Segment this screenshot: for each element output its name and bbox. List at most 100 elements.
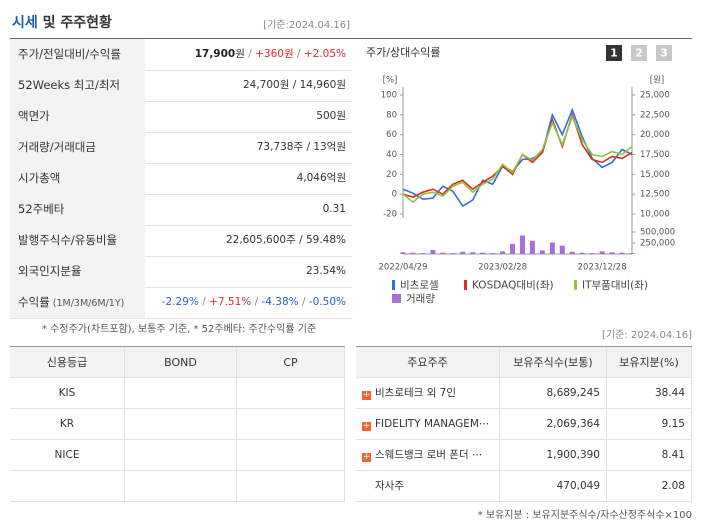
table-row: 수익률 (1M/3M/6M/1Y) -2.29% / +7.51% / -4.38… — [10, 287, 352, 319]
cell-text: 9.15 — [661, 418, 685, 430]
label-text: 52주베타 — [18, 202, 65, 216]
row-value: -2.29% / +7.51% / -4.38% / -0.50% — [162, 287, 346, 318]
volume-bar — [609, 252, 615, 254]
value-part: / — [293, 48, 304, 60]
title: 시세 및 주주현황 — [12, 12, 112, 32]
holder-table: 주요주주 보유주식수(보통) 보유지분(%) + 비츠로테크 외 7인 8,689,245… — [356, 346, 692, 504]
cell: 470,049 — [500, 471, 607, 502]
holder-note: * 보유지분 : 보유지분주식수/자수산정주식수×100 — [477, 510, 692, 521]
x-tick-label: 2023/12/28 — [578, 263, 627, 273]
value-part: 4,046억원 — [296, 172, 346, 184]
label-text: 주가/전일대비/수익률 — [18, 47, 121, 61]
y-tick-label: 100 — [381, 91, 397, 101]
y2-tick-label: 15,000 — [640, 170, 670, 180]
volume-bar — [430, 250, 436, 254]
value-part: / — [298, 296, 309, 308]
table-row: 액면가 500원 — [10, 101, 352, 133]
legend-label: 거래량 — [406, 293, 435, 305]
row-value: 23.54% — [306, 256, 346, 287]
chart-title: 주가/상대수익률 — [366, 46, 441, 59]
header-cell: CP — [237, 347, 345, 378]
label-text: 액면가 — [18, 109, 50, 123]
cell — [125, 440, 237, 471]
title-rest: 및 주주현황 — [37, 15, 112, 31]
cell — [237, 409, 345, 440]
volume-bar — [420, 253, 426, 254]
cell: 9.15 — [607, 409, 692, 440]
x-tick-label: 2023/02/28 — [478, 263, 527, 273]
legend-label: IT부품대비(좌) — [582, 280, 648, 292]
tab-button[interactable] — [606, 45, 622, 61]
cell: 2.08 — [607, 471, 692, 502]
row-label: 52주베타 — [10, 194, 145, 225]
table-row: 52Weeks 최고/최저 24,700원 / 14,960원 — [10, 70, 352, 102]
volume-bar — [510, 243, 516, 254]
cell: KR — [10, 409, 125, 440]
tab-button[interactable] — [631, 45, 647, 61]
header-cell: 보유주식수(보통) — [500, 347, 607, 378]
y2-tick-label: 20,000 — [640, 130, 670, 140]
volume-bar — [599, 251, 605, 254]
value-part: 0.31 — [322, 203, 346, 215]
expand-icon: + — [362, 452, 371, 462]
volume-bar — [619, 252, 625, 254]
row-value: 4,046억원 — [297, 163, 346, 194]
y2-tick-label: 25,000 — [640, 91, 670, 101]
cell: 1,900,390 — [500, 440, 607, 471]
label-text: 시가총액 — [18, 171, 61, 185]
cell-text: 비츠로테크 외 7인 — [375, 387, 456, 399]
line — [402, 114, 633, 204]
table-row: 외국인지분율 23.54% — [10, 256, 352, 288]
cell: 8,689,245 — [500, 378, 607, 409]
note: * 수정주가(차트포함), 보통주 기준, * 52주베타: 주간수익률 기준 — [42, 324, 317, 335]
header-cell: 주요주주 — [356, 347, 500, 378]
cell-text: 38.44 — [654, 387, 685, 399]
value-part: 500원 — [316, 110, 346, 122]
cell: + 비츠로테크 외 7인 — [356, 378, 500, 409]
value-part: +2.05% — [303, 48, 346, 60]
row-value: 22,605,600주 / 59.48% — [226, 225, 346, 256]
cell: + 스웨드뱅크 로버 폰더 ⋯ — [356, 440, 500, 471]
cell-text: KR — [59, 418, 75, 430]
legend-swatch — [574, 280, 577, 290]
cell — [237, 440, 345, 471]
cell-text: KIS — [58, 387, 76, 399]
cell-text: 스웨드뱅크 로버 폰더 ⋯ — [375, 449, 483, 461]
chart-panel: 주가/상대수익률 1 2 3 [%] [원] -20 0 20 40 60 80 100 10,000 12… — [356, 38, 692, 316]
volume-tick-label: 500,000 — [640, 228, 675, 238]
cell — [10, 471, 125, 502]
value-part: 22,605,600주 / 59.48% — [225, 234, 346, 246]
legend-label: 비츠로셀 — [400, 280, 439, 292]
legend-swatch — [392, 280, 395, 290]
value-part: -2.29% — [161, 296, 199, 308]
row-value: 24,700원 / 14,960원 — [243, 70, 346, 101]
cell: 38.44 — [607, 378, 692, 409]
expand-icon: + — [362, 390, 371, 400]
y-tick-label: -20 — [383, 210, 397, 220]
volume-bar — [589, 253, 595, 254]
label-text: 거래량/거래대금 — [18, 140, 96, 154]
label-text: 수익률 — [18, 295, 50, 309]
row-label: 발행주식수/유동비율 — [10, 225, 145, 256]
row-label: 거래량/거래대금 — [10, 132, 145, 163]
cell: 8.41 — [607, 440, 692, 471]
date2: [기준: 2024.04.16] — [601, 330, 692, 341]
title-main: 시세 — [12, 15, 38, 31]
cell — [237, 471, 345, 502]
cell-text: 470,049 — [556, 480, 600, 492]
y-unit: [%] — [383, 76, 398, 86]
value-part: -0.50% — [308, 296, 346, 308]
y-tick-label: 20 — [386, 170, 397, 180]
value-part: 23.54% — [305, 265, 346, 277]
table-row: 거래량/거래대금 73,738주 / 13억원 — [10, 132, 352, 164]
cell: KIS — [10, 378, 125, 409]
row-label: 시가총액 — [10, 163, 145, 194]
y2-tick-label: 22,500 — [640, 110, 670, 120]
cell — [125, 409, 237, 440]
y-tick-label: 80 — [386, 110, 397, 120]
cell — [237, 378, 345, 409]
header-cell: 신용등급 — [10, 347, 125, 378]
tab-button[interactable] — [656, 45, 672, 61]
legend-label: KOSDAQ대비(좌) — [472, 280, 554, 292]
